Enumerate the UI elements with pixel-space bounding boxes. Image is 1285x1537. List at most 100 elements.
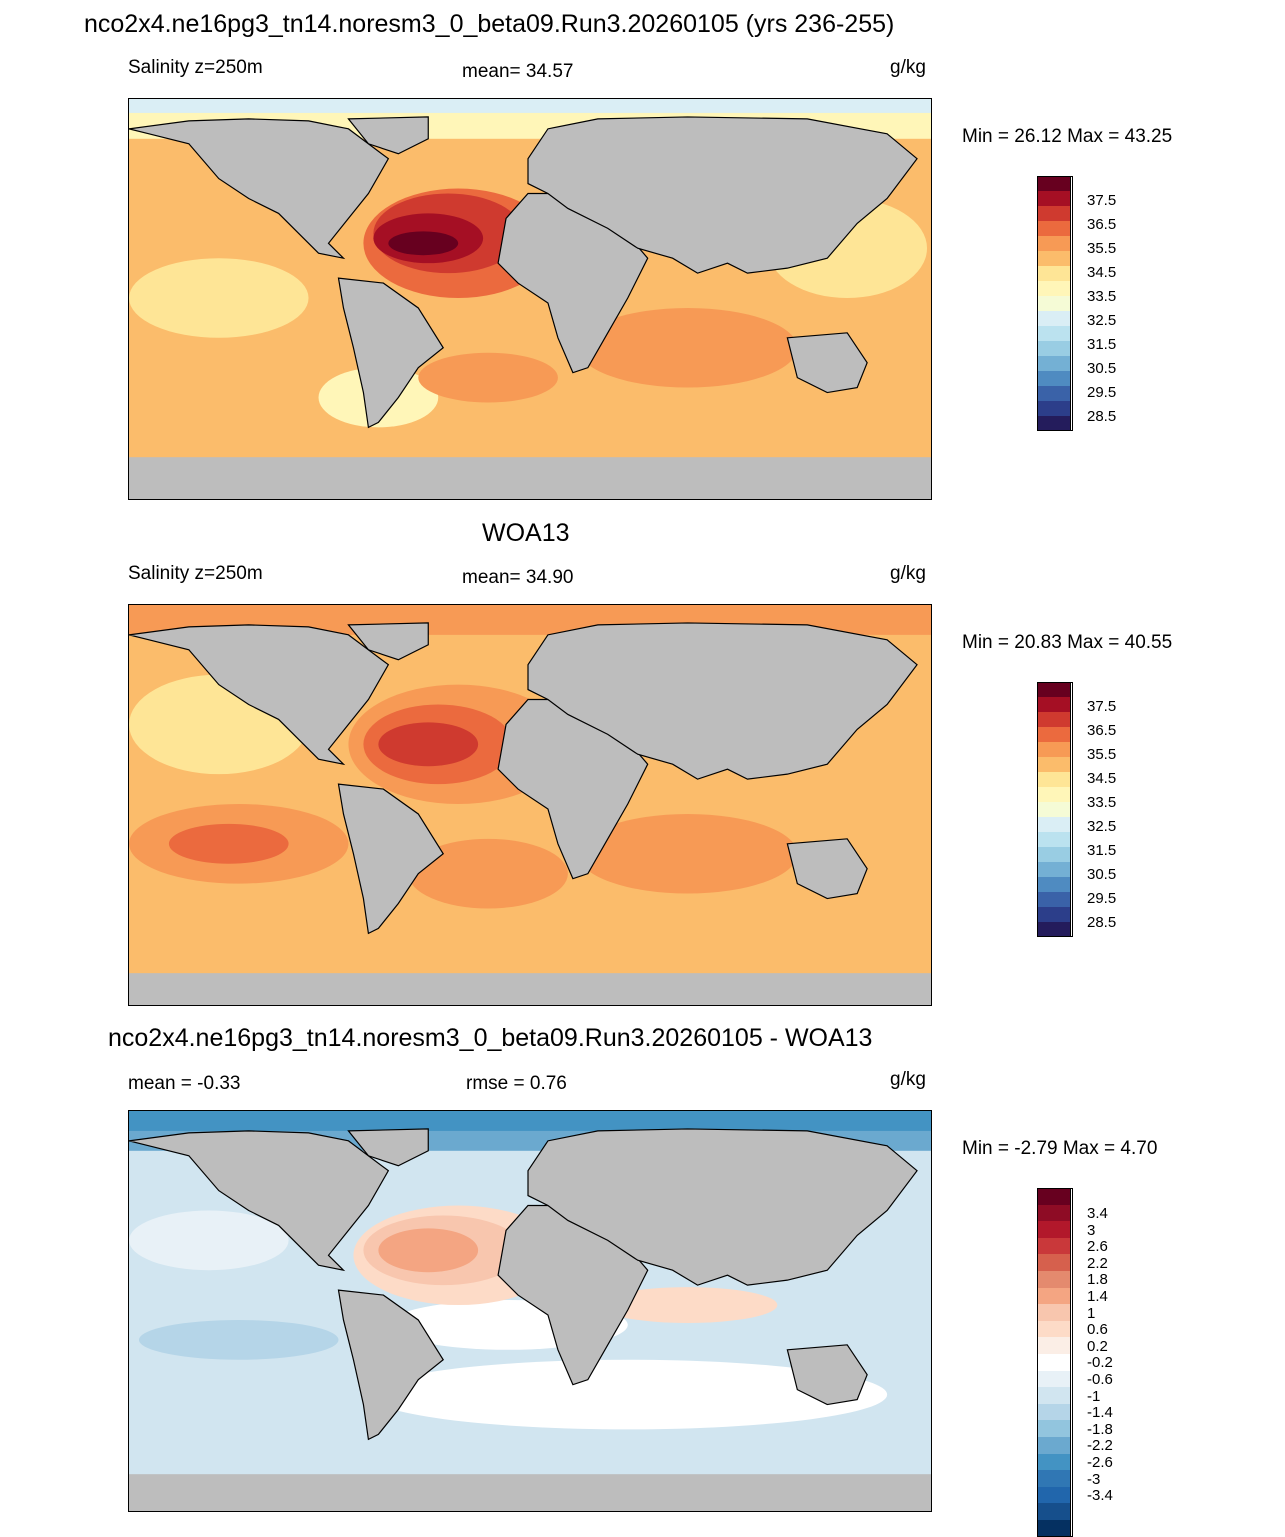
colorbar-tick-label: 0.6 — [1087, 1321, 1108, 1339]
colorbar-cell — [1037, 1204, 1071, 1222]
panel3-continents — [129, 1128, 918, 1441]
panel3-pacific-light — [129, 1210, 289, 1271]
colorbar-cell — [1037, 802, 1071, 817]
panel3-arctic-core — [129, 1111, 931, 1131]
panel1-continents — [129, 116, 918, 429]
panel1-minmax: Min = 26.12 Max = 43.25 — [962, 126, 1173, 147]
panel2-indian-salty — [577, 813, 798, 894]
colorbar-cell — [1037, 1221, 1071, 1238]
colorbar-cell — [1037, 1387, 1071, 1404]
colorbar-cell — [1037, 251, 1071, 266]
colorbar-tick-label: 37.5 — [1087, 192, 1117, 209]
colorbar-tick-label: 3 — [1087, 1221, 1096, 1239]
colorbar-tick-label: 36.5 — [1087, 722, 1117, 739]
colorbar-tick-label: 31.5 — [1087, 336, 1117, 353]
colorbar-cell — [1037, 1287, 1071, 1305]
panel2-title: WOA13 — [482, 519, 570, 547]
panel1-natlantic-core — [388, 231, 459, 256]
colorbar-cell — [1037, 221, 1071, 236]
colorbar-cell — [1037, 1370, 1071, 1388]
panel3-mean-label: mean = -0.33 — [128, 1073, 241, 1094]
panel3-title: nco2x4.ne16pg3_tn14.noresm3_0_beta09.Run… — [108, 1024, 873, 1052]
panel2-satlantic-salty — [408, 838, 568, 909]
panel3-minmax: Min = -2.79 Max = 4.70 — [962, 1138, 1158, 1159]
colorbar-tick-label: -2.2 — [1087, 1437, 1113, 1455]
panel3-spacific-blue — [138, 1319, 339, 1360]
colorbar-cell — [1037, 1354, 1071, 1371]
colorbar-cell — [1037, 176, 1071, 191]
panel1-map-svg — [129, 99, 931, 499]
colorbar-cell — [1037, 416, 1071, 431]
colorbar-cell — [1037, 281, 1071, 296]
panel2-map-svg — [129, 605, 931, 1005]
colorbar-tick-label: 36.5 — [1087, 216, 1117, 233]
colorbar-tick-label: 34.5 — [1087, 264, 1117, 281]
colorbar-tick-label: 29.5 — [1087, 384, 1117, 401]
colorbar-tick-label: 28.5 — [1087, 914, 1117, 931]
colorbar-cell — [1037, 922, 1071, 937]
colorbar-cell — [1037, 742, 1071, 757]
colorbar-cell — [1037, 236, 1071, 251]
colorbar-cell — [1037, 862, 1071, 877]
colorbar-cell — [1037, 191, 1071, 206]
colorbar-tick-label: 28.5 — [1087, 408, 1117, 425]
colorbar-cell — [1037, 1420, 1071, 1437]
panel2-variable-label: Salinity z=250m — [128, 563, 263, 584]
colorbar-cell — [1037, 712, 1071, 727]
colorbar-tick-label: 35.5 — [1087, 746, 1117, 763]
colorbar-cell — [1037, 847, 1071, 862]
colorbar-tick-label: 30.5 — [1087, 866, 1117, 883]
colorbar-tick-label: 33.5 — [1087, 794, 1117, 811]
colorbar-cell — [1037, 296, 1071, 311]
colorbar-tick-label: -0.6 — [1087, 1370, 1113, 1388]
colorbar-cell — [1037, 772, 1071, 787]
panel2-mean-label: mean= 34.90 — [462, 567, 574, 588]
panel2-units-label: g/kg — [890, 563, 926, 584]
panel3-natlantic-c — [378, 1228, 479, 1273]
colorbar-tick-label: 0.2 — [1087, 1337, 1108, 1355]
colorbar-tick-label: 35.5 — [1087, 240, 1117, 257]
panel1-satlantic-salty — [418, 352, 558, 403]
colorbar-tick-label: 1 — [1087, 1304, 1096, 1322]
colorbar-cell — [1037, 206, 1071, 221]
panel1-variable-label: Salinity z=250m — [128, 57, 263, 78]
panel2-spacific-core — [168, 823, 289, 864]
colorbar-cell — [1037, 1337, 1071, 1354]
colorbar-tick-label: -3.4 — [1087, 1487, 1113, 1505]
colorbar-cell — [1037, 877, 1071, 892]
colorbar-cell — [1037, 787, 1071, 802]
colorbar-tick-label: -2.6 — [1087, 1453, 1113, 1471]
colorbar-cell — [1037, 1403, 1071, 1421]
colorbar-cell — [1037, 371, 1071, 386]
colorbar-tick-label: 34.5 — [1087, 770, 1117, 787]
colorbar-cell — [1037, 1271, 1071, 1288]
panel2-natlantic-c — [378, 722, 479, 767]
colorbar-cell — [1037, 401, 1071, 416]
colorbar-tick-label: 1.8 — [1087, 1271, 1108, 1289]
colorbar-cell — [1037, 1304, 1071, 1321]
panel2-map — [128, 604, 932, 1006]
colorbar-tick-label: -3 — [1087, 1470, 1101, 1488]
main-title: nco2x4.ne16pg3_tn14.noresm3_0_beta09.Run… — [84, 10, 895, 38]
colorbar-tick-label: 2.2 — [1087, 1254, 1108, 1272]
colorbar-cell — [1037, 386, 1071, 401]
colorbar-tick-label: -0.2 — [1087, 1354, 1113, 1372]
panel1-arctic-fresh — [129, 99, 931, 113]
colorbar-cell — [1037, 311, 1071, 326]
colorbar-cell — [1037, 757, 1071, 772]
colorbar-tick-label: -1 — [1087, 1387, 1101, 1405]
panel1-mean-label: mean= 34.57 — [462, 61, 574, 82]
colorbar-cell — [1037, 1486, 1071, 1504]
colorbar-cell — [1037, 1188, 1071, 1205]
colorbar-tick-label: 2.6 — [1087, 1238, 1108, 1256]
colorbar-tick-label: 1.4 — [1087, 1287, 1108, 1305]
colorbar-tick-label: 29.5 — [1087, 890, 1117, 907]
panel3-units-label: g/kg — [890, 1069, 926, 1090]
panel2-minmax: Min = 20.83 Max = 40.55 — [962, 632, 1173, 653]
colorbar-tick-label: 32.5 — [1087, 818, 1117, 835]
colorbar-cell — [1037, 1254, 1071, 1271]
colorbar-cell — [1037, 1453, 1071, 1471]
colorbar-tick-label: 31.5 — [1087, 842, 1117, 859]
colorbar-cell — [1037, 356, 1071, 371]
colorbar-cell — [1037, 1320, 1071, 1338]
